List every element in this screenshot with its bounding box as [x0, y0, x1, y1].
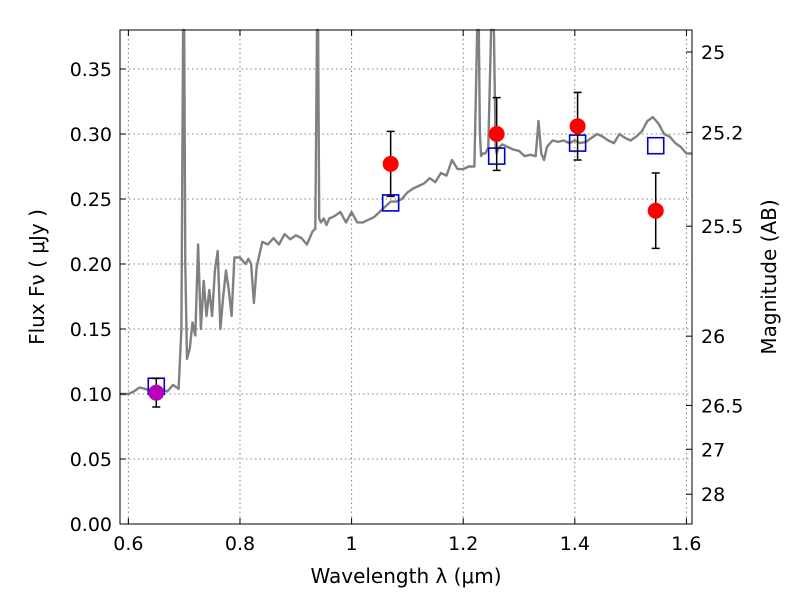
y-tick-label: 0.10: [70, 384, 112, 406]
x-axis-label: Wavelength λ (μm): [310, 564, 501, 588]
right-tick-label: 27: [701, 439, 725, 461]
y-tick-label: 0.15: [70, 319, 112, 341]
observed-flux-point: [569, 118, 586, 135]
x-tick-label: 0.6: [113, 533, 143, 555]
right-tick-label: 28: [701, 484, 725, 506]
y-axis-label: Flux Fν ( μJy ): [25, 209, 49, 345]
grid-layer: [120, 30, 692, 525]
y-tick-label: 0.20: [70, 254, 112, 276]
y-tick-label: 0.05: [70, 449, 112, 471]
y-tick-label: 0.35: [70, 59, 112, 81]
observed-flux-point: [148, 384, 165, 401]
x-tick-label: 1.2: [448, 533, 478, 555]
template-layer: [120, 28, 692, 396]
right-tick-label: 25.5: [701, 216, 743, 238]
right-axis-label: Magnitude (AB): [757, 199, 781, 354]
x-tick-label: 1.6: [671, 533, 701, 555]
x-tick-label: 0.8: [225, 533, 255, 555]
x-tick-label: 1: [346, 533, 358, 555]
observed-flux-point: [647, 202, 664, 219]
y-tick-label: 0.00: [70, 514, 112, 536]
template-spectrum-line: [120, 28, 692, 396]
model-flux-box: [646, 136, 665, 155]
right-tick-label: 26.5: [701, 395, 743, 417]
tick-layer: 0.6 0.8 1 1.2 1.4 1.6 0.00 0.05 0.10 0.15 0.20 0.25…: [70, 30, 743, 555]
right-tick-label: 25: [701, 42, 725, 64]
y-tick-label: 0.30: [70, 124, 112, 146]
observed-flux-point: [488, 126, 505, 142]
observed-point-layer: [148, 91, 664, 408]
model-box-layer: [147, 134, 665, 396]
right-tick-label: 25.2: [701, 122, 743, 144]
x-tick-label: 1.4: [560, 533, 590, 555]
plot-frame: [119, 29, 693, 525]
right-tick-label: 26: [701, 326, 725, 348]
y-tick-label: 0.25: [70, 189, 112, 211]
observed-flux-point: [382, 155, 399, 172]
